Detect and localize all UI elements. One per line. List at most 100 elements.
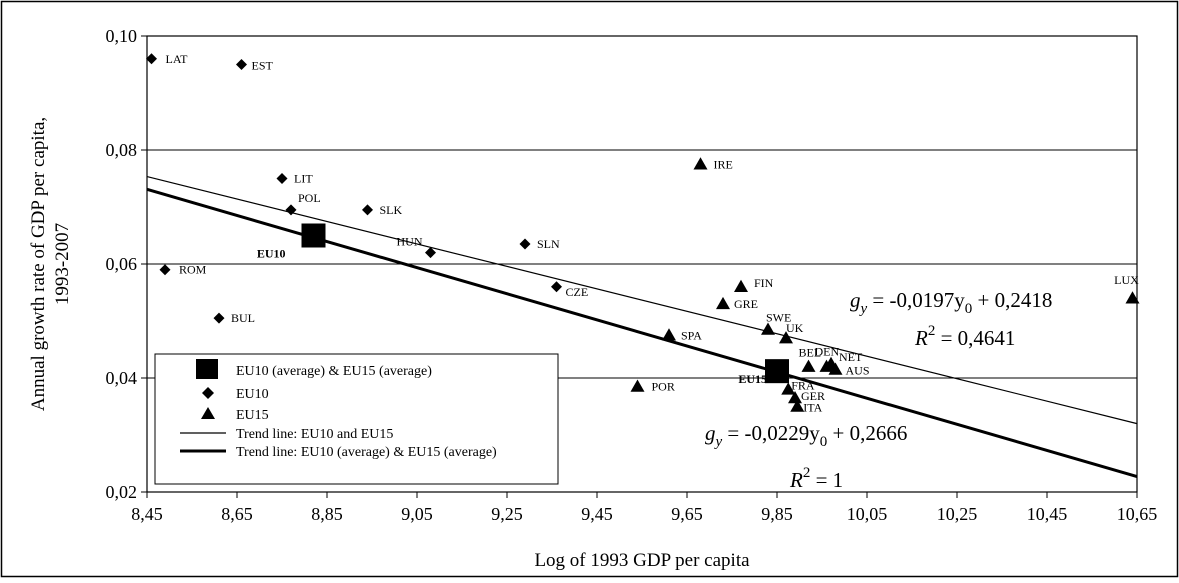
point-rom <box>159 264 171 276</box>
point-gre <box>716 296 730 310</box>
point-label-slk: SLK <box>380 203 403 217</box>
point-label-rom: ROM <box>179 263 207 277</box>
point-aus <box>828 362 843 375</box>
point-ger <box>788 390 802 404</box>
legend-label-trend_all: Trend line: EU10 and EU15 <box>236 427 393 442</box>
legend-marker-diamond <box>202 387 214 399</box>
y-axis-title-line: 1993-2007 <box>52 223 73 305</box>
equation-trend_all: gy = -0,0197y0 + 0,2418 <box>850 288 1052 317</box>
point-bel <box>801 359 816 372</box>
point-spa <box>662 328 676 341</box>
point-label-eu15: EU15 <box>738 372 767 386</box>
point-label-fra: FRA <box>791 378 815 392</box>
y-tick-label: 0,06 <box>106 254 138 274</box>
equation-part: 0 <box>965 301 973 317</box>
r-squared-trend_all: R2 = 0,4641 <box>914 323 1015 350</box>
x-tick-label: 10,25 <box>937 504 978 524</box>
point-label-fin: FIN <box>754 276 774 290</box>
x-tick-label: 9,05 <box>401 504 433 524</box>
plot-border <box>146 35 1138 493</box>
point-label-cze: CZE <box>566 285 589 299</box>
equation-part: g <box>705 421 716 445</box>
point-label-net: NET <box>839 350 863 364</box>
equation-part: g <box>850 288 861 312</box>
point-ire <box>693 157 708 170</box>
point-label-por: POR <box>652 380 675 394</box>
point-fra <box>781 382 796 395</box>
point-por <box>630 379 645 392</box>
point-uk <box>779 331 793 344</box>
point-label-ger: GER <box>801 389 825 403</box>
point-label-est: EST <box>252 59 274 73</box>
point-label-spa: SPA <box>681 328 702 342</box>
point-label-swe: SWE <box>766 311 791 325</box>
point-lit <box>276 173 288 184</box>
equation-part: + 0,2418 <box>972 288 1052 312</box>
point-eu15 <box>765 359 789 384</box>
r-squared-trend_avg: R2 = 1 <box>789 465 843 492</box>
point-label-aus: AUS <box>846 363 870 377</box>
equation-part: R <box>789 468 803 492</box>
point-hun <box>425 247 436 259</box>
point-slk <box>362 204 373 216</box>
y-tick-label: 0,02 <box>106 482 138 502</box>
point-pol <box>285 204 297 216</box>
point-cze <box>551 281 562 293</box>
point-label-hun: HUN <box>397 235 423 249</box>
point-bul <box>213 312 225 324</box>
point-label-den: DEN <box>815 345 840 359</box>
equation-part: R <box>914 326 928 350</box>
x-tick-label: 8,85 <box>311 504 343 524</box>
equation-part: = -0,0197y <box>867 288 965 312</box>
x-tick-label: 10,05 <box>847 504 888 524</box>
point-lat <box>146 53 157 65</box>
legend-label-trend_avg: Trend line: EU10 (average) & EU15 (avera… <box>236 445 497 460</box>
point-label-gre: GRE <box>734 297 758 311</box>
x-tick-label: 9,45 <box>581 504 613 524</box>
equation-part: = 0,4641 <box>935 326 1015 350</box>
x-tick-label: 8,45 <box>131 504 163 524</box>
y-axis-title-line: Annual growth rate of GDP per capita, <box>28 117 49 411</box>
legend-label-eu10: EU10 <box>236 387 269 402</box>
legend-marker-square <box>196 359 218 379</box>
x-tick-label: 8,65 <box>221 504 253 524</box>
x-tick-label: 9,85 <box>761 504 793 524</box>
equation-part: = -0,0229y <box>722 421 820 445</box>
equation-part: + 0,2666 <box>827 421 907 445</box>
equation-trend_avg: gy = -0,0229y0 + 0,2666 <box>705 421 907 450</box>
point-fin <box>734 279 748 293</box>
point-label-lux: LUX <box>1114 273 1139 287</box>
x-tick-label: 9,65 <box>671 504 703 524</box>
point-label-uk: UK <box>786 321 804 335</box>
x-axis-title: Log of 1993 GDP per capita <box>534 550 750 571</box>
point-label-bul: BUL <box>231 311 255 325</box>
point-label-bel: BEL <box>799 346 822 360</box>
equation-part: y <box>714 434 723 450</box>
point-label-eu10: EU10 <box>257 247 286 261</box>
y-tick-label: 0,08 <box>106 140 138 160</box>
point-ita <box>790 399 805 412</box>
point-label-ire: IRE <box>714 157 733 171</box>
point-sln <box>519 238 531 250</box>
point-lux <box>1125 291 1140 304</box>
point-label-lat: LAT <box>166 52 189 66</box>
point-label-sln: SLN <box>537 237 560 251</box>
trend-line-trend_all <box>146 176 1138 425</box>
point-label-lit: LIT <box>294 172 313 186</box>
equation-part: 0 <box>820 434 828 450</box>
point-label-pol: POL <box>298 191 321 205</box>
point-label-ita: ITA <box>803 401 822 415</box>
y-axis-title: Annual growth rate of GDP per capita, 199… <box>28 117 73 411</box>
equation-part: 2 <box>803 465 811 481</box>
equation-part: y <box>859 301 868 317</box>
legend-label-eu15: EU15 <box>236 408 269 423</box>
x-tick-label: 9,25 <box>491 504 523 524</box>
y-tick-label: 0,10 <box>106 26 138 46</box>
legend-label-average: EU10 (average) & EU15 (average) <box>236 364 432 379</box>
x-tick-label: 10,65 <box>1117 504 1158 524</box>
point-swe <box>761 322 775 335</box>
equation-part: 2 <box>928 323 936 339</box>
equation-part: = 1 <box>810 468 843 492</box>
